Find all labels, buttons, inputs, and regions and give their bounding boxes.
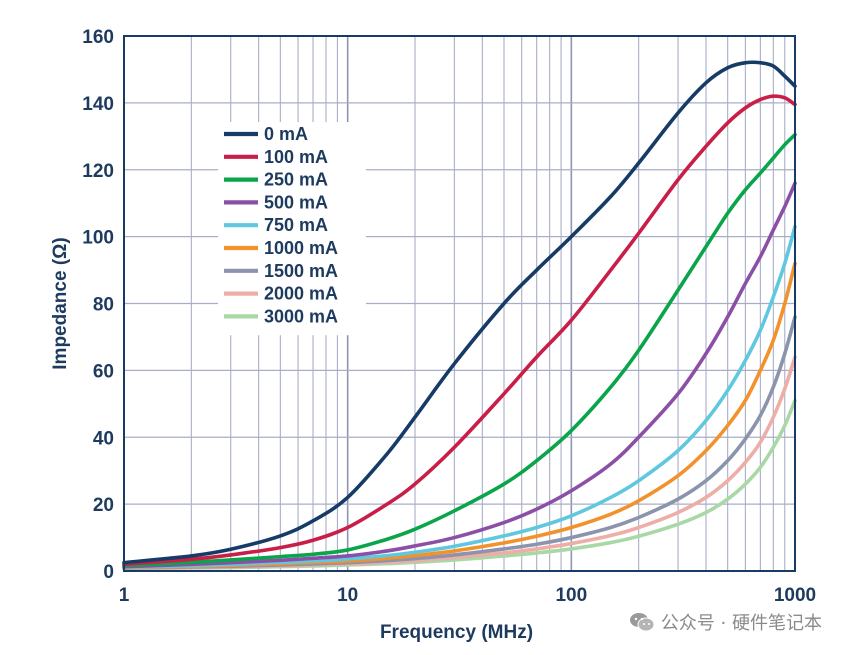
series-line-250-ma [122,132,797,568]
x-tick-label: 100 [555,585,587,606]
series-line-100-ma [122,94,797,567]
plot-frame [123,35,796,572]
y-tick-label: 0 [103,562,114,583]
x-tick-label: 10 [337,585,358,606]
y-tick-label: 40 [93,428,114,449]
x-tick-label: 1 [119,585,130,606]
x-axis-label: Frequency (MHz) [380,622,533,643]
legend-label: 0 mA [264,124,308,144]
series-line-3000-ma [122,398,797,571]
series-line-500-ma [122,181,797,569]
y-axis-ticks: 0 20 40 60 80 100 120 140 160 [82,27,114,583]
y-tick-label: 100 [82,228,114,249]
wechat-icon [629,613,655,632]
legend-label: 1000 mA [264,238,338,258]
watermark-text: 公众号 · 硬件笔记本 [660,613,822,634]
legend-label: 750 mA [264,215,328,235]
legend-label: 250 mA [264,170,328,190]
legend-label: 100 mA [264,147,328,167]
y-axis-label: Impedance (Ω) [50,237,71,369]
legend-label: 1500 mA [264,261,338,281]
legend-label: 500 mA [264,192,328,212]
series-lines [122,60,797,571]
y-tick-label: 120 [82,161,114,182]
x-axis-ticks: 1 10 100 1000 [119,585,816,606]
legend-label: 3000 mA [264,306,338,326]
y-tick-label: 20 [93,495,114,516]
watermark: 公众号 · 硬件笔记本 [629,609,822,635]
y-tick-label: 60 [93,361,114,382]
x-tick-label: 1000 [774,585,816,606]
series-line-750-ma [122,224,797,570]
y-tick-label: 160 [82,27,114,48]
series-line-0-ma [122,60,797,565]
legend-label: 2000 mA [264,284,338,304]
y-tick-label: 80 [93,295,114,316]
y-tick-label: 140 [82,94,114,115]
